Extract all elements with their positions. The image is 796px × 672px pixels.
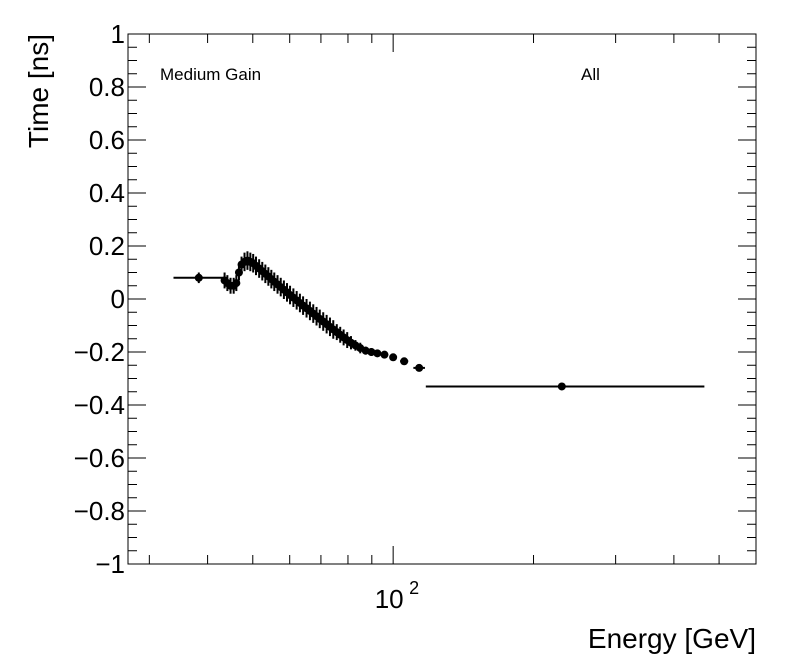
data-marker (415, 363, 424, 372)
y-tick-label: 0 (111, 284, 125, 314)
y-tick-label: 0.8 (89, 72, 125, 102)
data-marker (389, 353, 398, 362)
data-points (173, 251, 705, 391)
y-tick-label: −0.6 (74, 443, 125, 473)
data-point (356, 342, 365, 354)
data-point (367, 348, 376, 356)
data-point (380, 350, 389, 359)
data-point (413, 363, 425, 372)
y-tick-label: 0.6 (89, 125, 125, 155)
y-tick-label: −0.8 (74, 496, 125, 526)
y-tick-label: 0.2 (89, 231, 125, 261)
data-marker (367, 348, 376, 356)
y-tick-label: −1 (95, 549, 125, 579)
annotation-medium-gain: Medium Gain (160, 65, 261, 84)
x-axis-title: Energy [GeV] (588, 623, 756, 654)
y-tick-label: −0.2 (74, 337, 125, 367)
data-point (373, 349, 382, 358)
data-marker (400, 357, 409, 366)
y-tick-label: −0.4 (74, 390, 125, 420)
y-tick-label: 0.4 (89, 178, 125, 208)
y-tick-labels: 1 0.8 0.6 0.4 0.2 0 −0.2 −0.4 −0.6 −0.8 −1 (74, 19, 125, 579)
data-marker (373, 349, 382, 358)
x-tick-label-exponent: 2 (409, 578, 419, 598)
data-point (389, 353, 398, 362)
data-point (232, 275, 241, 292)
x-tick-labels: 10 2 (375, 578, 419, 614)
plot-frame (127, 33, 757, 565)
data-point (425, 382, 705, 391)
data-marker (232, 279, 241, 288)
y-axis-title: Time [ns] (23, 34, 54, 148)
data-point (400, 357, 409, 366)
data-marker (557, 382, 566, 391)
y-tick-label: 1 (111, 19, 125, 49)
data-marker (194, 273, 203, 282)
x-tick-label: 10 (375, 584, 404, 614)
data-point (173, 272, 225, 284)
annotation-all: All (581, 65, 600, 84)
data-marker (380, 350, 389, 359)
